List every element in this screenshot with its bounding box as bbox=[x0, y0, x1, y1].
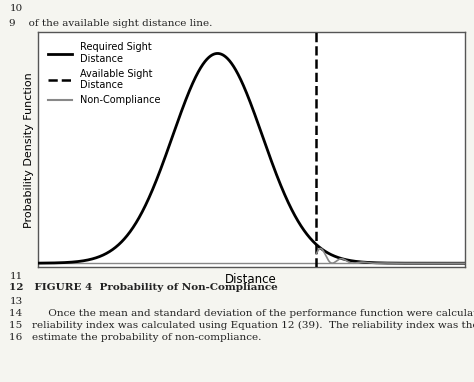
Text: 11: 11 bbox=[9, 272, 23, 281]
Text: 10: 10 bbox=[9, 4, 23, 13]
Text: 16   estimate the probability of non-compliance.: 16 estimate the probability of non-compl… bbox=[9, 333, 262, 342]
Text: 13: 13 bbox=[9, 296, 23, 306]
Text: 9    of the available sight distance line.: 9 of the available sight distance line. bbox=[9, 19, 213, 28]
Text: 14        Once the mean and standard deviation of the performance function were : 14 Once the mean and standard deviation … bbox=[9, 309, 474, 318]
Text: 12   FIGURE 4  Probability of Non-Compliance: 12 FIGURE 4 Probability of Non-Complianc… bbox=[9, 283, 278, 292]
Y-axis label: Probability Density Function: Probability Density Function bbox=[24, 72, 34, 228]
Legend: Required Sight
Distance, Available Sight
Distance, Non-Compliance: Required Sight Distance, Available Sight… bbox=[43, 37, 165, 110]
Text: 15   reliability index was calculated using Equation 12 (39).  The reliability i: 15 reliability index was calculated usin… bbox=[9, 321, 474, 330]
X-axis label: Distance: Distance bbox=[225, 273, 277, 286]
